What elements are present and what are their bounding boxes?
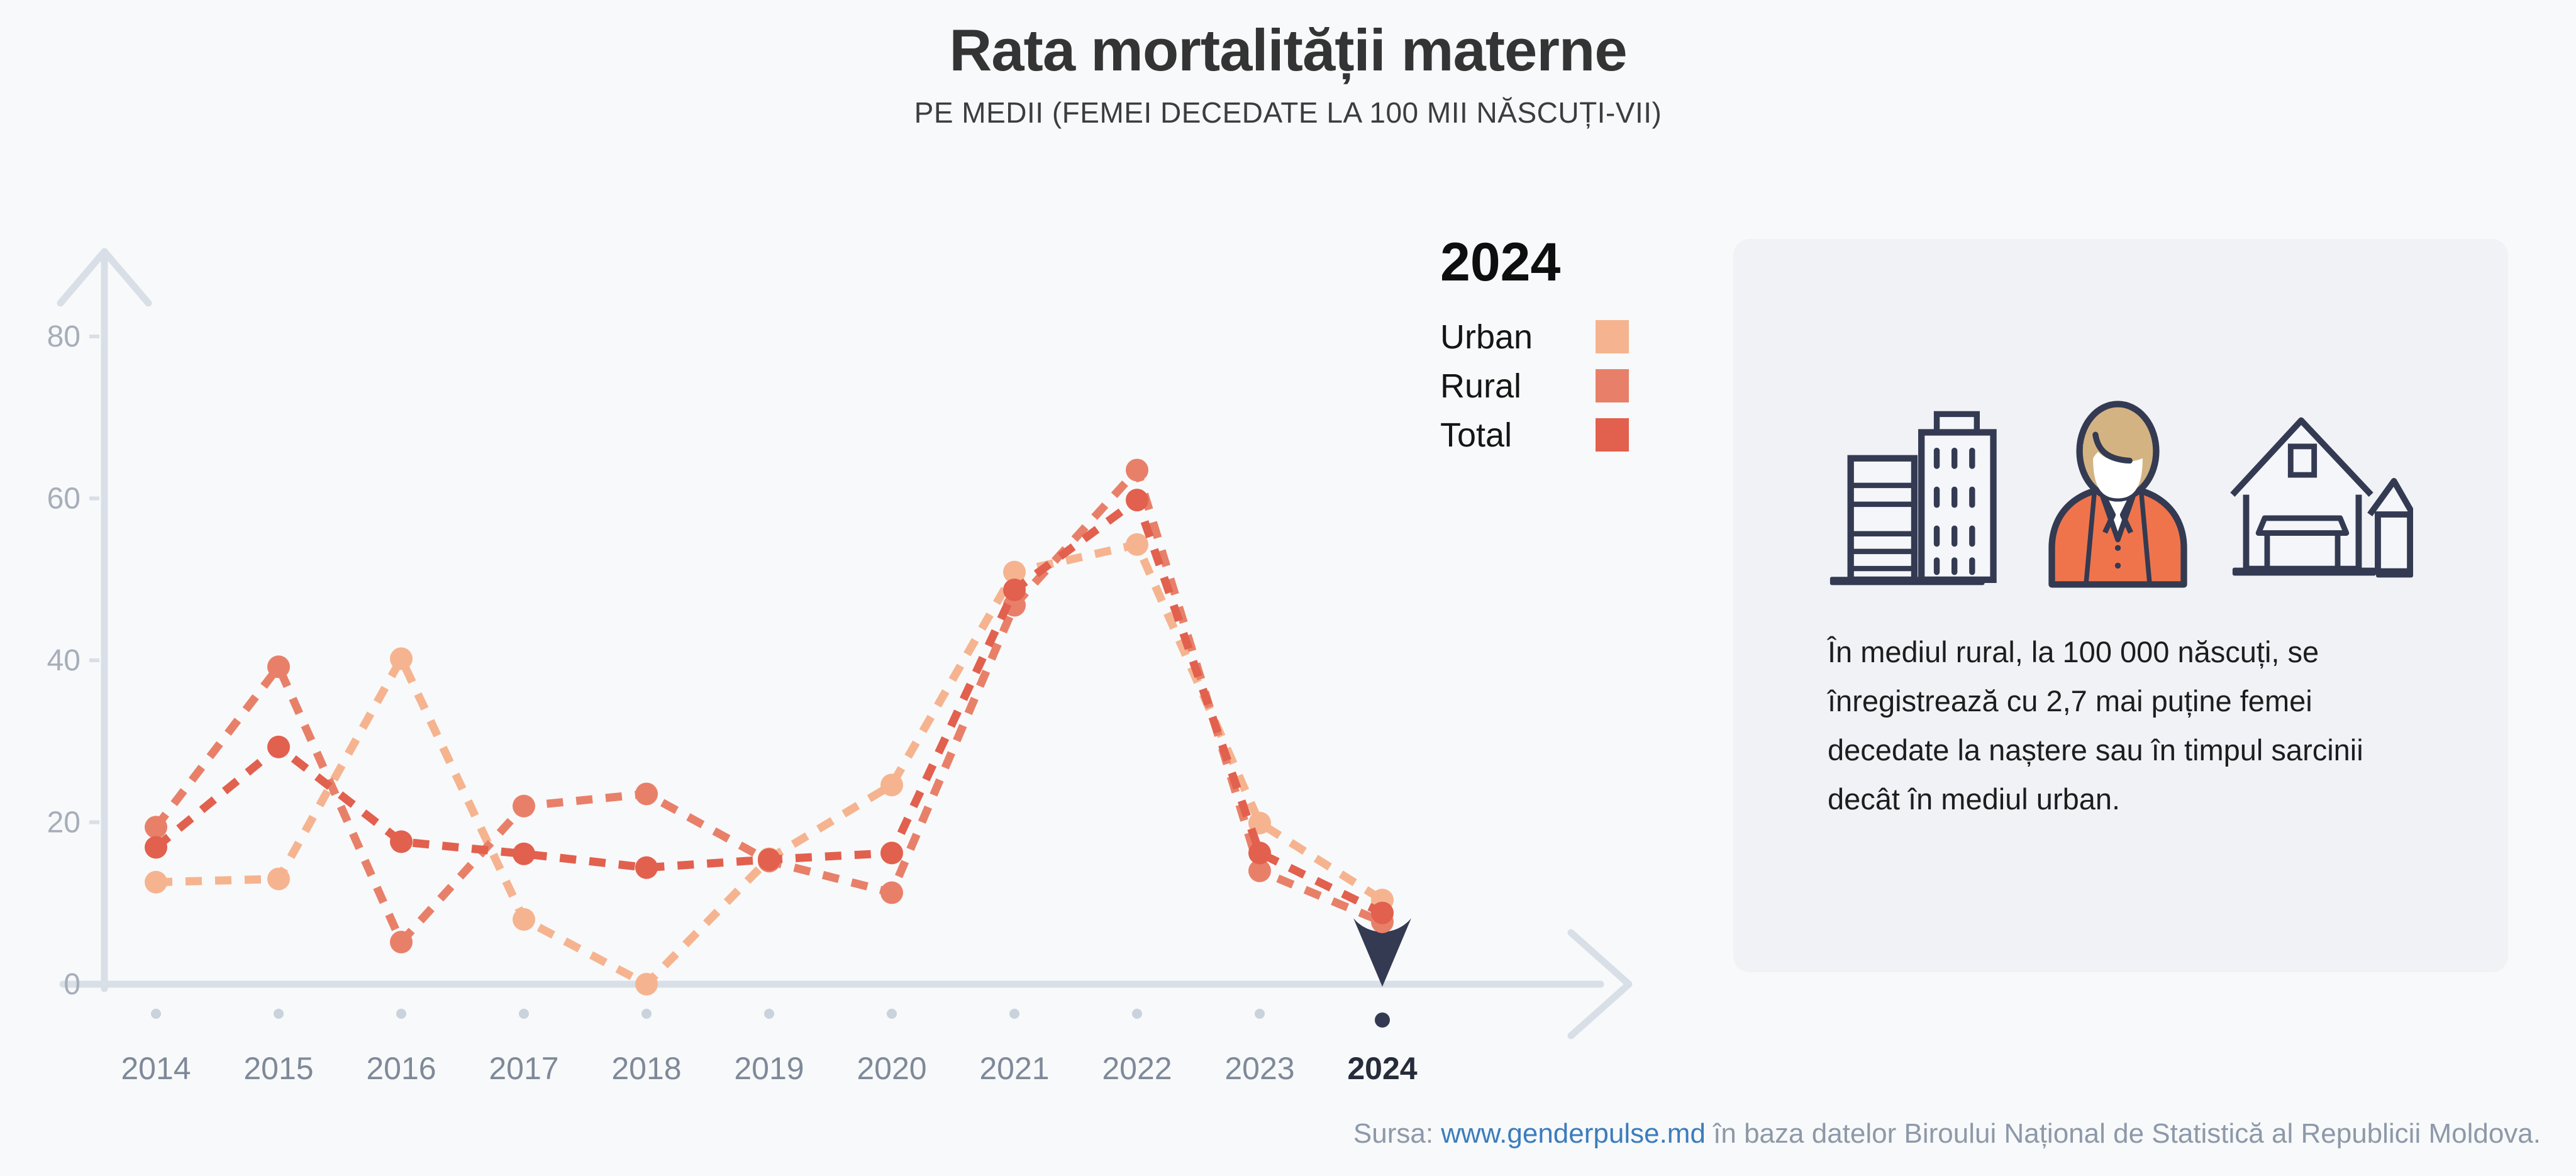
page-subtitle: PE MEDII (FEMEI DECEDATE LA 100 MII NĂSC… [914, 96, 1662, 129]
axes: 0 20 40 60 80 [47, 248, 1633, 1040]
city-buildings-icon [1829, 411, 1997, 585]
year-slider-dot-2014[interactable] [151, 1009, 161, 1019]
x-label-2018[interactable]: 2018 [611, 1051, 681, 1086]
source-link[interactable]: www.genderpulse.md [1441, 1118, 1706, 1149]
year-slider-dot-2018[interactable] [641, 1009, 652, 1019]
data-point-urban-2018[interactable] [635, 973, 658, 996]
data-point-urban-2015[interactable] [267, 867, 290, 890]
data-point-total-2020[interactable] [880, 841, 903, 865]
legend-swatch-urban [1596, 320, 1629, 353]
year-slider-dot-2023[interactable] [1255, 1009, 1265, 1019]
data-point-total-2024[interactable] [1371, 901, 1394, 924]
data-point-urban-2022[interactable] [1126, 533, 1148, 556]
info-card: În mediul rural, la 100 000 născuți, se … [1733, 239, 2508, 972]
data-point-urban-2017[interactable] [513, 908, 535, 931]
legend-swatch-rural [1596, 369, 1629, 402]
x-label-2015[interactable]: 2015 [243, 1051, 313, 1086]
data-point-urban-2016[interactable] [390, 647, 413, 670]
data-point-total-2018[interactable] [635, 856, 658, 879]
x-label-2017[interactable]: 2017 [489, 1051, 558, 1086]
data-point-rural-2022[interactable] [1126, 458, 1148, 482]
page-title: Rata mortalității materne [949, 17, 1627, 83]
x-label-2021[interactable]: 2021 [979, 1051, 1049, 1086]
houses-icon [2229, 417, 2413, 578]
legend-selected-year: 2024 [1440, 232, 1561, 292]
legend-item-total[interactable]: Total [1440, 416, 1629, 454]
woman-icon [2048, 401, 2187, 588]
data-point-urban-2020[interactable] [880, 774, 903, 797]
x-label-2019[interactable]: 2019 [734, 1051, 804, 1086]
y-tick-label-40: 40 [47, 644, 80, 677]
legend-swatch-total [1596, 418, 1629, 452]
x-label-2024[interactable]: 2024 [1347, 1051, 1417, 1086]
data-point-urban-2021[interactable] [1003, 560, 1026, 584]
year-slider-dot-2022[interactable] [1132, 1009, 1142, 1019]
chart-legend: 2024 Urban Rural Total [1440, 231, 1629, 467]
year-slider-dot-2020[interactable] [887, 1009, 897, 1019]
x-label-2020[interactable]: 2020 [857, 1051, 926, 1086]
info-card-icons [1733, 399, 2508, 588]
data-point-total-2023[interactable] [1248, 841, 1271, 865]
legend-label-total: Total [1440, 416, 1513, 454]
year-slider-dot-2015[interactable] [274, 1009, 284, 1019]
y-tick-label-80: 80 [47, 320, 80, 353]
data-point-total-2022[interactable] [1126, 489, 1148, 512]
y-tick-label-60: 60 [47, 482, 80, 516]
data-point-total-2019[interactable] [758, 848, 780, 871]
legend-label-rural: Rural [1440, 367, 1522, 405]
data-point-rural-2020[interactable] [880, 881, 903, 904]
series-total [145, 489, 1394, 924]
data-point-total-2014[interactable] [145, 836, 167, 859]
year-slider-dot-2021[interactable] [1009, 1009, 1019, 1019]
legend-item-rural[interactable]: Rural [1440, 367, 1629, 405]
year-slider-dot-2019[interactable] [764, 1009, 774, 1019]
series-rural [145, 458, 1394, 954]
year-slider-dot-2017[interactable] [519, 1009, 529, 1019]
data-point-total-2021[interactable] [1003, 578, 1026, 601]
x-label-2023[interactable]: 2023 [1224, 1051, 1294, 1086]
data-point-rural-2018[interactable] [635, 782, 658, 806]
legend-item-urban[interactable]: Urban [1440, 318, 1629, 356]
data-point-total-2017[interactable] [513, 842, 535, 865]
data-point-total-2015[interactable] [267, 735, 290, 758]
x-axis-arrow-icon [1567, 929, 1633, 1040]
data-point-rural-2015[interactable] [267, 655, 290, 679]
source-prefix: Sursa: [1353, 1118, 1441, 1149]
series-urban [145, 533, 1394, 996]
legend-label-urban: Urban [1440, 318, 1533, 356]
year-slider-dot-2016[interactable] [396, 1009, 406, 1019]
x-label-2016[interactable]: 2016 [366, 1051, 436, 1086]
info-card-text: În mediul rural, la 100 000 născuți, se … [1828, 635, 2363, 816]
series-line-urban [155, 540, 1385, 990]
source-line: Sursa: www.genderpulse.md în baza datelo… [1353, 1118, 2541, 1150]
x-label-2022[interactable]: 2022 [1102, 1051, 1172, 1086]
selected-year-cursor-icon[interactable] [1353, 918, 1411, 987]
data-point-urban-2014[interactable] [145, 870, 167, 894]
data-point-rural-2014[interactable] [145, 816, 167, 839]
y-axis-arrow-icon [57, 248, 152, 307]
year-slider-dot-2024-active[interactable] [1375, 1012, 1390, 1028]
data-point-rural-2023[interactable] [1248, 859, 1271, 882]
data-point-rural-2016[interactable] [390, 931, 413, 954]
y-tick-label-20: 20 [47, 806, 80, 840]
data-point-rural-2017[interactable] [513, 794, 535, 818]
data-point-total-2016[interactable] [390, 830, 413, 853]
source-suffix: în baza datelor Biroului Național de Sta… [1705, 1118, 2541, 1149]
x-label-2014[interactable]: 2014 [121, 1051, 191, 1086]
y-tick-label-0: 0 [64, 968, 80, 1001]
